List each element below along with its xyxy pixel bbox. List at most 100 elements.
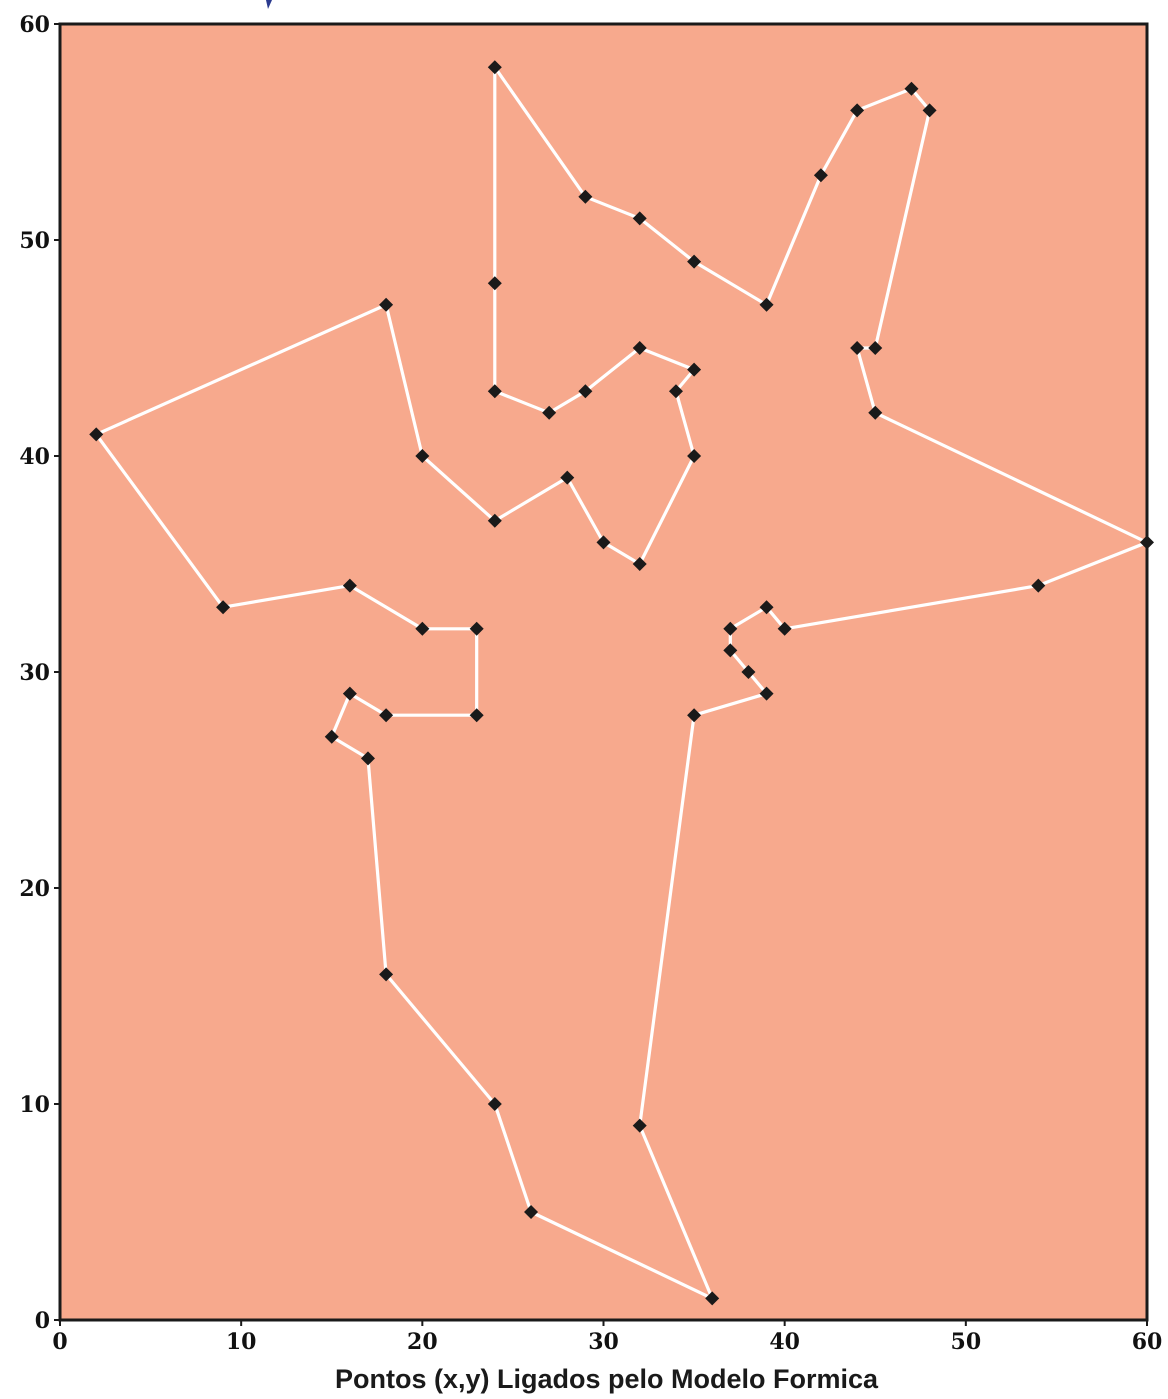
point-marker [487, 513, 502, 528]
point-marker [904, 81, 919, 96]
point-marker [342, 578, 357, 593]
route-segment [638, 454, 696, 566]
point-marker [469, 708, 484, 723]
route-segment [384, 303, 424, 458]
point-marker [759, 297, 774, 312]
point-marker [632, 557, 647, 571]
point-marker [850, 103, 865, 118]
route-segment [94, 303, 388, 436]
point-marker [324, 729, 339, 744]
point-marker [342, 686, 357, 701]
route-segment [638, 713, 696, 1128]
y-tick-label: 30 [19, 660, 50, 686]
y-tick-label: 60 [19, 12, 50, 38]
route-segment [583, 195, 642, 220]
point-marker [487, 384, 502, 399]
point-marker [868, 405, 883, 420]
route-segment [493, 389, 551, 415]
route-segment [638, 346, 696, 372]
point-marker [723, 621, 738, 636]
route-segment [873, 108, 932, 350]
route-segment [855, 87, 914, 113]
point-marker [687, 449, 702, 463]
point-marker [379, 297, 394, 312]
point-marker [741, 665, 756, 679]
point-marker [705, 1291, 720, 1306]
point-marker [813, 168, 828, 183]
x-tick-label: 20 [407, 1329, 438, 1355]
route-segment [330, 691, 352, 739]
x-tick-label: 40 [769, 1329, 800, 1355]
point-marker [759, 600, 774, 615]
x-axis-label: Pontos (x,y) Ligados pelo Modelo Formica [335, 1364, 879, 1394]
route-segment [94, 432, 225, 609]
point-marker [487, 276, 502, 291]
route-segment [493, 1102, 533, 1214]
point-marker [687, 362, 702, 377]
route-segment [493, 65, 587, 199]
route-segment [348, 583, 424, 631]
route-segment [420, 454, 497, 523]
point-marker [415, 449, 430, 463]
point-marker [723, 643, 738, 658]
point-marker [632, 341, 647, 355]
route-segment [819, 108, 859, 177]
route-segment [547, 389, 587, 415]
route-segment [638, 216, 696, 264]
point-marker [1031, 578, 1046, 593]
point-marker [360, 751, 375, 766]
route-segment [764, 173, 823, 307]
route-segment [674, 389, 696, 458]
point-marker [89, 427, 104, 442]
point-marker [415, 621, 430, 636]
plot-area [60, 24, 1147, 1320]
point-marker [560, 470, 575, 485]
route-segment [565, 476, 606, 545]
point-marker [632, 1118, 647, 1133]
y-tick-label: 0 [35, 1308, 50, 1334]
point-marker [578, 384, 593, 399]
y-tick-label: 50 [19, 228, 50, 254]
point-marker [687, 708, 702, 723]
route-segment [330, 735, 370, 761]
y-tick-label: 40 [19, 444, 50, 470]
x-tick-label: 10 [226, 1329, 257, 1355]
route-segment [692, 260, 769, 307]
x-tick-label: 30 [588, 1329, 619, 1355]
point-marker [632, 211, 647, 226]
route-segment [221, 583, 352, 609]
route-segment [855, 346, 877, 415]
route-segment [783, 583, 1040, 631]
point-marker [487, 60, 502, 75]
point-marker [687, 254, 702, 269]
route-segment [873, 411, 1149, 545]
point-marker [668, 384, 683, 399]
x-tick-label: 50 [951, 1329, 982, 1355]
point-marker [524, 1205, 539, 1219]
route-segment [728, 605, 769, 631]
route-layer [94, 65, 1149, 1301]
point-marker [922, 103, 937, 118]
y-tick-label: 20 [19, 876, 50, 902]
route-segment [583, 346, 642, 393]
point-marker [487, 1097, 502, 1111]
point-marker [379, 967, 394, 982]
point-marker [777, 621, 792, 636]
route-segment [493, 476, 569, 523]
point-marker [578, 189, 593, 204]
point-marker [216, 600, 231, 615]
point-marker [379, 708, 394, 723]
point-marker [542, 405, 557, 420]
x-tick-label: 0 [52, 1329, 67, 1355]
x-tick-label: 60 [1132, 1329, 1163, 1355]
y-axis-ticks: 0 10 20 30 40 50 60 [19, 12, 60, 1334]
route-segment [601, 540, 642, 566]
cropped-text-fragment [266, 0, 272, 9]
route-segment [638, 1123, 714, 1301]
point-marker [850, 341, 865, 355]
marker-layer [89, 60, 1154, 1306]
route-segment [366, 756, 388, 977]
route-segment [692, 691, 769, 717]
route-segment [384, 972, 497, 1106]
